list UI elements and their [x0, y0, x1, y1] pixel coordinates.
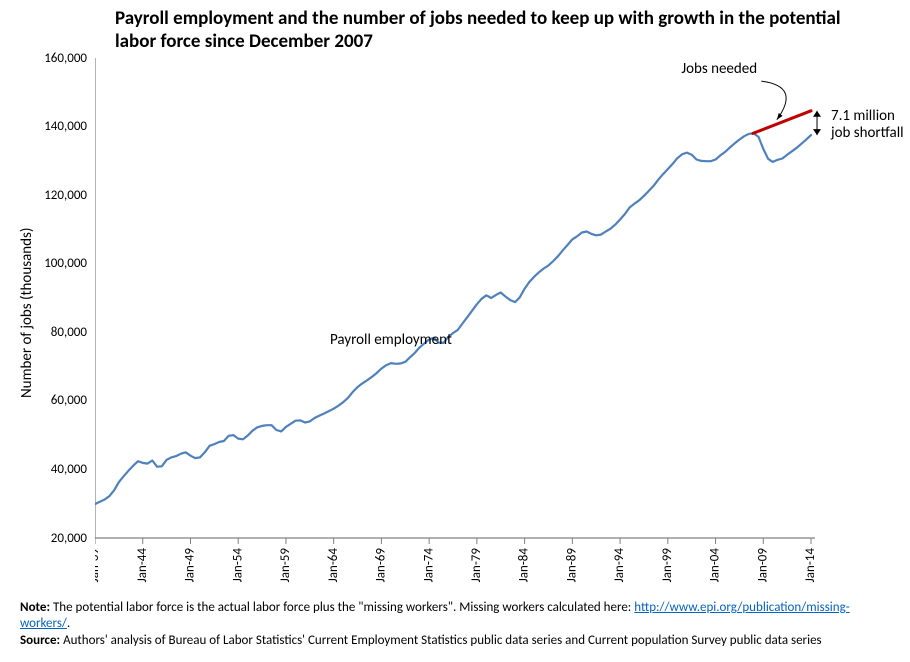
plot-svg: Jan-39 Jan-44 Jan-49 Jan-54 Jan-59 Jan-64 Jan-…	[95, 58, 910, 598]
shortfall-line1: 7.1 million	[831, 107, 895, 125]
note-text-1: The potential labor force is the actual …	[50, 600, 634, 615]
y-tick-label: 40,000	[51, 462, 87, 477]
svg-text:Jan-44: Jan-44	[135, 548, 150, 583]
chart-figure: { "layout": { "width_px": 910, "height_p…	[0, 0, 910, 662]
svg-text:Jan-84: Jan-84	[517, 548, 532, 583]
shortfall-label: 7.1 million job shortfall	[831, 108, 904, 141]
svg-text:Jan-14: Jan-14	[803, 548, 818, 583]
svg-text:Jan-74: Jan-74	[421, 548, 436, 583]
note-label: Note:	[20, 600, 50, 615]
y-axis-label: Number of jobs (thousands)	[18, 228, 36, 398]
y-tick-label: 80,000	[51, 325, 87, 340]
svg-text:Jan-39: Jan-39	[95, 548, 102, 583]
svg-text:Jan-64: Jan-64	[326, 548, 341, 583]
svg-text:Jan-04: Jan-04	[708, 548, 723, 583]
svg-text:Jan-99: Jan-99	[660, 548, 675, 583]
svg-text:Jan-09: Jan-09	[755, 548, 770, 583]
svg-text:Jan-69: Jan-69	[374, 548, 389, 583]
chart-title: Payroll employment and the number of job…	[115, 8, 885, 54]
plot-area: Jan-39 Jan-44 Jan-49 Jan-54 Jan-59 Jan-64 Jan-…	[95, 58, 910, 598]
source-label: Source:	[20, 633, 60, 648]
series-label-jobs-needed: Jobs needed	[681, 60, 757, 78]
y-tick-label: 100,000	[44, 256, 87, 271]
svg-text:Jan-54: Jan-54	[230, 548, 245, 583]
svg-text:Jan-94: Jan-94	[612, 548, 627, 583]
note-text-2: .	[67, 616, 70, 631]
y-tick-label: 140,000	[44, 119, 87, 134]
svg-text:Jan-49: Jan-49	[183, 548, 198, 583]
figure-footer: Note: The potential labor force is the a…	[20, 600, 890, 649]
svg-text:Jan-79: Jan-79	[469, 548, 484, 583]
shortfall-line2: job shortfall	[831, 124, 904, 142]
y-tick-label: 60,000	[51, 393, 87, 408]
y-tick-label: 20,000	[51, 531, 87, 546]
y-tick-label: 160,000	[44, 51, 87, 66]
svg-text:Jan-89: Jan-89	[564, 548, 579, 583]
series-label-payroll: Payroll employment	[330, 331, 452, 349]
y-tick-label: 120,000	[44, 188, 87, 203]
source-text: Authors' analysis of Bureau of Labor Sta…	[60, 633, 822, 648]
svg-text:Jan-59: Jan-59	[278, 548, 293, 583]
